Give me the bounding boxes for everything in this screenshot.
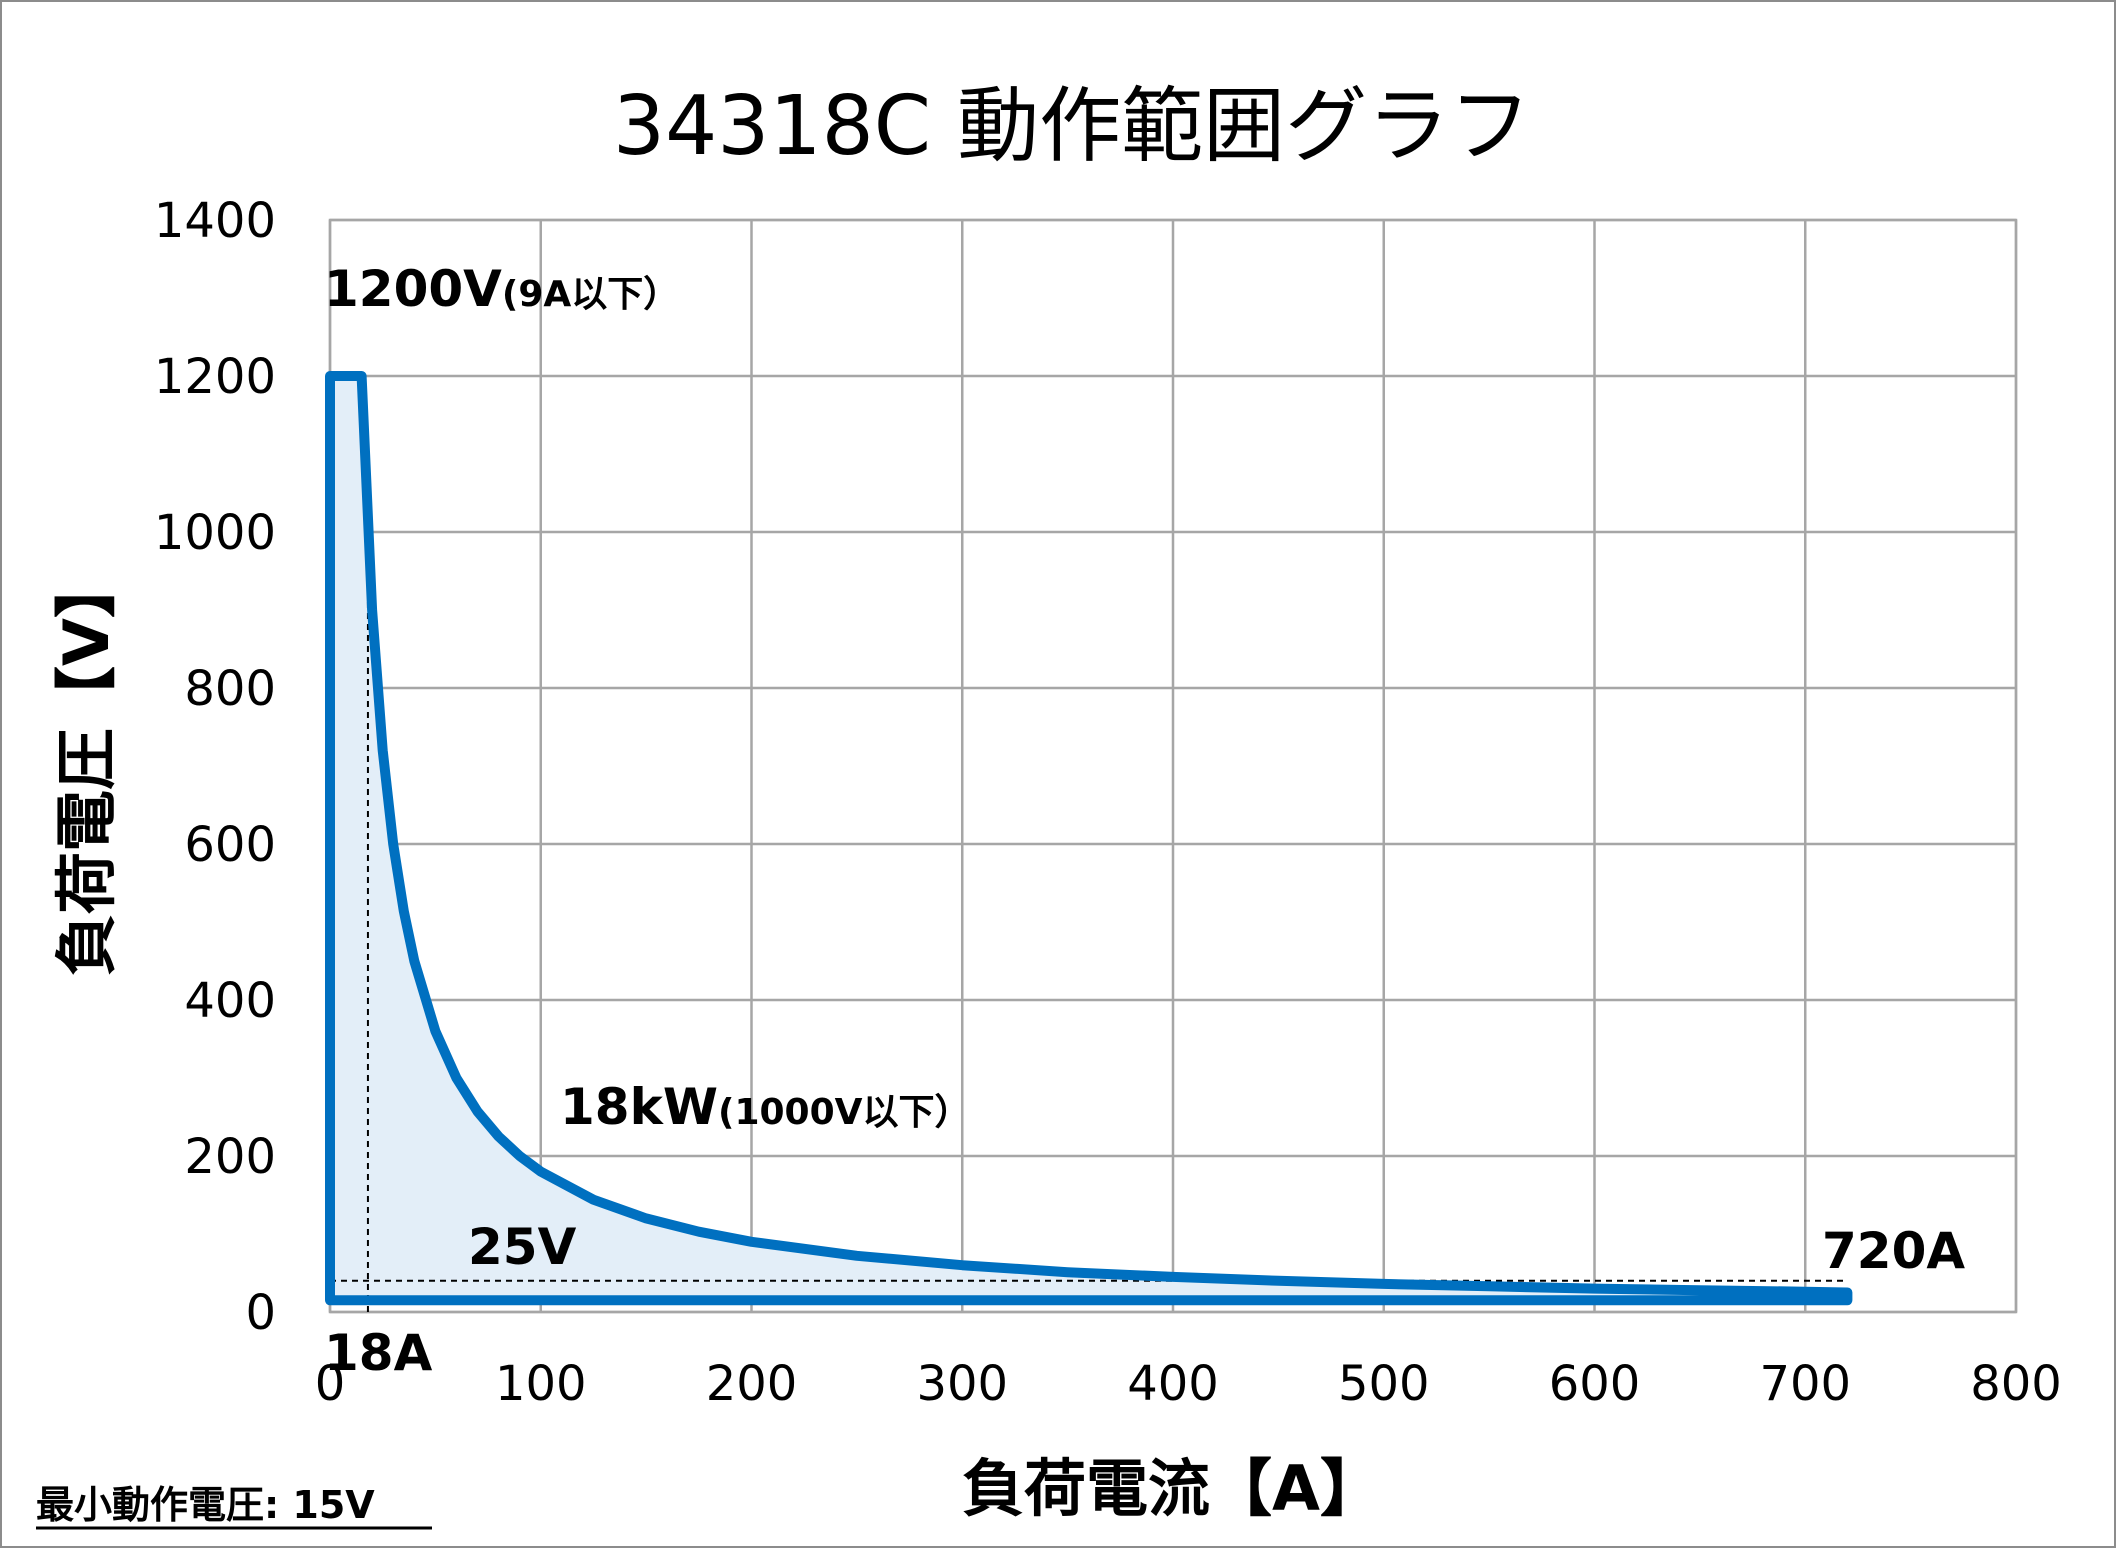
x-axis-title: 負荷電流【A】: [962, 1452, 1382, 1525]
annotation-max-voltage-note: (9A以下）: [502, 274, 679, 315]
y-tick-label: 600: [184, 817, 276, 873]
y-tick-label: 400: [184, 973, 276, 1029]
footnote: 最小動作電圧: 15V: [36, 1483, 375, 1527]
y-tick-label: 200: [184, 1129, 276, 1185]
x-tick-label: 100: [495, 1356, 587, 1412]
x-tick-label: 200: [706, 1356, 798, 1412]
y-tick-label: 0: [245, 1285, 276, 1341]
x-tick-label: 800: [1970, 1356, 2062, 1412]
annotation-max-power: 18kW(1000V以下）: [560, 1078, 971, 1136]
y-tick-label: 1400: [154, 193, 276, 249]
annotation-max-current: 720A: [1822, 1222, 1965, 1280]
boundary-line-layer: [325, 371, 1853, 1306]
annotation-max-voltage-main: 1200V: [324, 260, 502, 318]
annotation-min-current: 18A: [324, 1324, 433, 1382]
chart-title: 34318C 動作範囲グラフ: [613, 79, 1531, 174]
annotation-min-voltage: 25V: [468, 1218, 577, 1276]
operating-area-fill: [330, 376, 1848, 1301]
grid: [328, 218, 2018, 1314]
x-tick-label: 500: [1338, 1356, 1430, 1412]
y-axis-title: 負荷電圧【V】: [50, 556, 123, 976]
x-tick-label: 700: [1759, 1356, 1851, 1412]
y-tick-label: 800: [184, 661, 276, 717]
x-tick-label: 300: [916, 1356, 1008, 1412]
y-tick-label: 1200: [154, 349, 276, 405]
x-tick-label: 0: [315, 1356, 346, 1412]
annotation-max-power-main: 18kW: [560, 1078, 718, 1136]
x-tick-label: 400: [1127, 1356, 1219, 1412]
operating-area: [330, 376, 1848, 1301]
y-tick-label: 1000: [154, 505, 276, 561]
operating-boundary-line: [325, 371, 1853, 1306]
x-tick-label: 600: [1549, 1356, 1641, 1412]
reference-lines: [330, 532, 1848, 1312]
tick-labels: 0 100 200 300 400 500 600 700 800 0 200 400 600 800 10…: [154, 193, 2062, 1412]
annotation-max-power-note: (1000V以下）: [718, 1092, 971, 1133]
annotation-max-voltage: 1200V(9A以下）: [324, 260, 679, 318]
